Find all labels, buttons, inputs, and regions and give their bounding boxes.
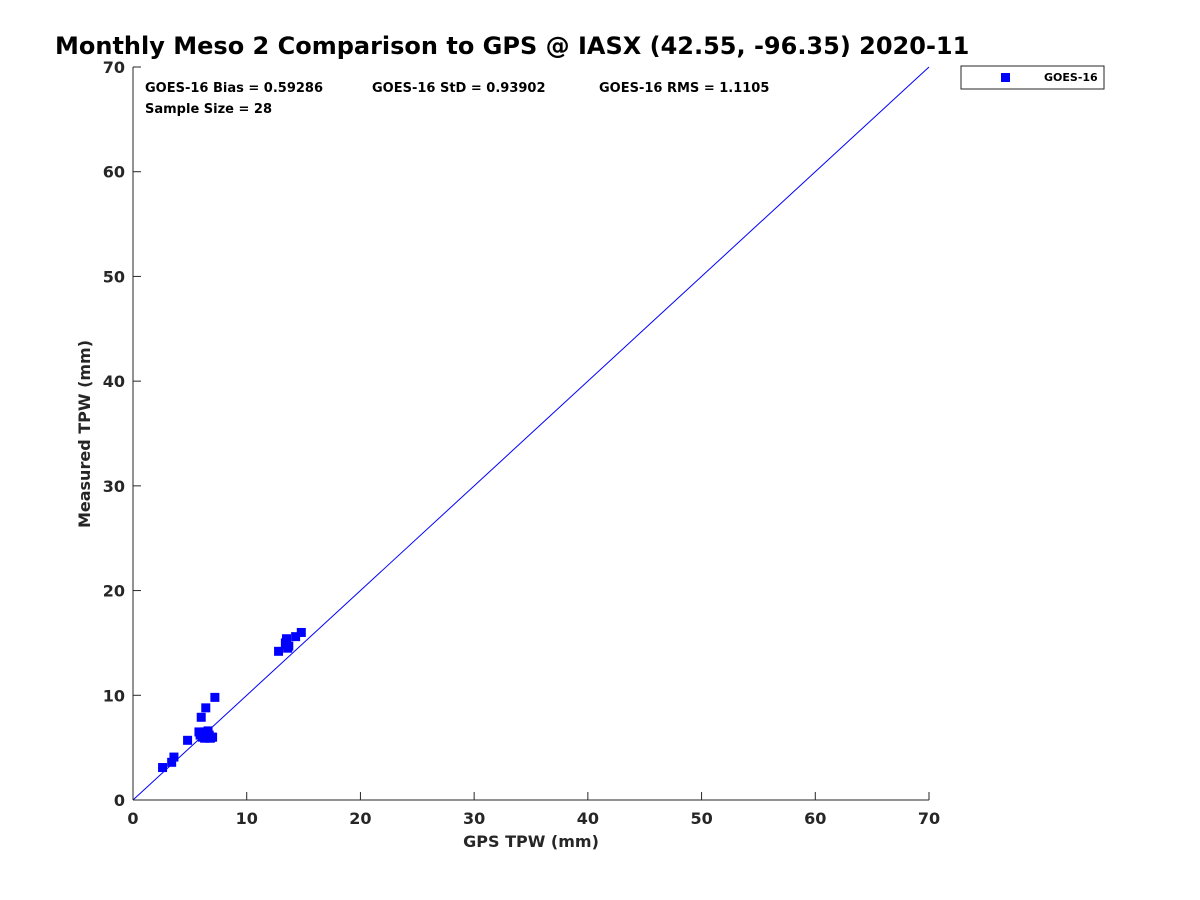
legend-label-goes-16: GOES-16 [1044,71,1098,84]
data-point [183,735,193,745]
data-point [200,733,210,743]
y-tick-label: 50 [103,267,125,286]
identity-line [132,66,930,801]
bias-stat: GOES-16 Bias = 0.59286 [145,81,323,96]
y-axis-label: Measured TPW (mm) [75,340,94,528]
chart-title: Monthly Meso 2 Comparison to GPS @ IASX … [55,32,969,60]
data-point [201,703,211,713]
x-tick-label: 70 [918,809,940,828]
std-stat: GOES-16 StD = 0.93902 [372,81,546,96]
data-point [158,763,168,773]
data-point [196,712,206,722]
y-tick-label: 30 [103,477,125,496]
plot-axes [132,67,929,801]
x-tick-label: 30 [463,809,485,828]
legend: GOES-16 [960,65,1105,90]
x-tick-label: 0 [127,809,138,828]
rms-stat: GOES-16 RMS = 1.1105 [599,81,769,96]
x-tick-label: 40 [577,809,599,828]
data-point [282,640,292,650]
data-point [291,632,301,642]
y-tick-label: 70 [103,58,125,77]
data-point [282,634,292,644]
sample-size-stat: Sample Size = 28 [145,102,272,117]
y-tick-label: 0 [114,791,125,810]
axis-ticks: 0 10 20 30 40 50 60 70 0 10 20 30 40 50 60 70 [103,58,940,828]
x-axis-label: GPS TPW (mm) [463,832,599,851]
y-tick-label: 60 [103,163,125,182]
data-point [208,732,218,742]
x-tick-label: 20 [349,809,371,828]
data-point [274,646,284,656]
data-point [167,757,177,767]
y-tick-label: 10 [103,686,125,705]
data-point [169,752,179,762]
y-tick-label: 40 [103,372,125,391]
data-points [158,627,306,773]
x-tick-label: 60 [804,809,826,828]
data-point [194,727,204,737]
y-tick-label: 20 [103,582,125,601]
x-tick-label: 10 [236,809,258,828]
x-tick-label: 50 [690,809,712,828]
identity-line-group [132,66,930,801]
legend-box [960,65,1105,90]
data-point [296,627,306,637]
data-point [210,692,220,702]
legend-marker-goes-16 [1001,73,1010,82]
